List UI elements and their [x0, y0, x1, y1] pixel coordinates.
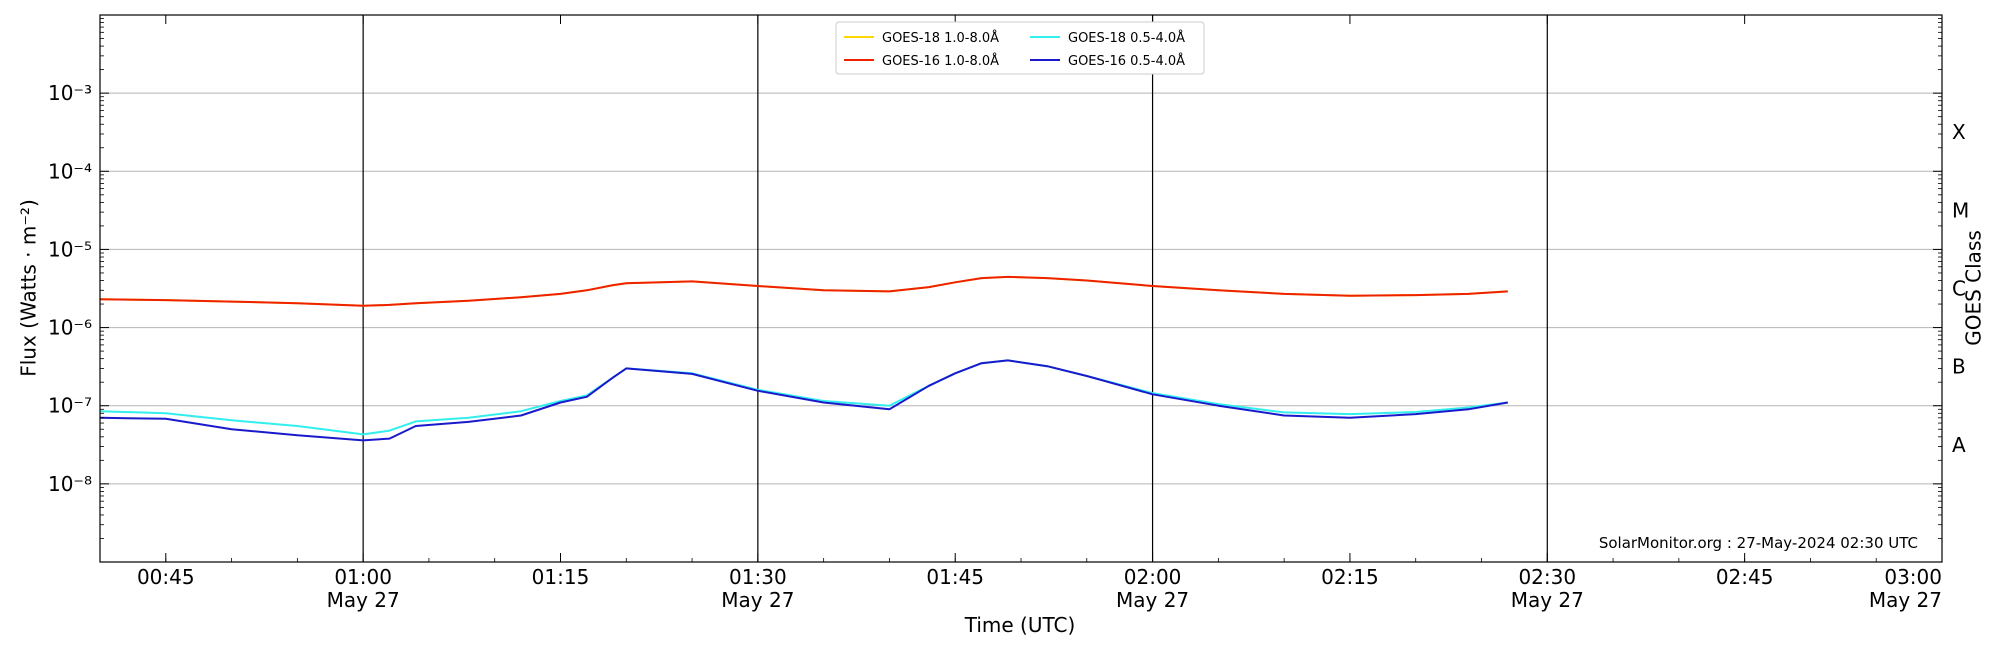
y-tick-label: 10⁻⁷ — [48, 394, 92, 418]
y-tick-label: 10⁻³ — [48, 81, 92, 105]
x-tick-label: 02:15 — [1321, 565, 1379, 589]
legend-label: GOES-18 0.5-4.0Å — [1068, 30, 1185, 46]
goes-class-label: M — [1952, 198, 1969, 222]
y-axis-title: Flux (Watts · m⁻²) — [17, 199, 41, 377]
legend-label: GOES-16 1.0-8.0Å — [882, 53, 999, 69]
x-tick-label: 02:30 — [1518, 565, 1576, 589]
x-tick-label: 01:45 — [926, 565, 984, 589]
goes-class-label: X — [1952, 120, 1966, 144]
series-line-2 — [99, 359, 1508, 436]
series-line-3 — [99, 359, 1508, 442]
flux-series — [99, 275, 1508, 442]
x-tick-label: 02:00 — [1124, 565, 1182, 589]
legend-entries: GOES-18 1.0-8.0Å GOES-18 0.5-4.0Å GOES-16 … — [844, 30, 1185, 69]
goes-class-label: C — [1952, 277, 1966, 301]
legend-box — [835, 21, 1205, 75]
y2-axis-title: GOES Class — [1962, 230, 1986, 346]
goes-class-labels: A B C M X — [1952, 120, 1969, 457]
x-tick-date: May 27 — [721, 588, 794, 612]
x-tick-label: 03:00 — [1884, 565, 1942, 589]
goes-class-label: A — [1952, 433, 1966, 457]
x-tick-label: 00:45 — [137, 565, 195, 589]
goes-class-label: B — [1952, 355, 1966, 379]
plot-background — [100, 15, 1942, 562]
y-tick-label: 10⁻⁸ — [48, 472, 92, 496]
day-marker-lines — [362, 15, 1548, 562]
x-tick-date: May 27 — [1511, 588, 1584, 612]
x-tick-date: May 27 — [327, 588, 400, 612]
x-tick-date: May 27 — [1116, 588, 1189, 612]
y-tick-label: 10⁻⁵ — [48, 237, 92, 261]
legend-label: GOES-16 0.5-4.0Å — [1068, 53, 1185, 69]
legend-label: GOES-18 1.0-8.0Å — [882, 30, 999, 46]
y-tick-label: 10⁻⁴ — [48, 159, 92, 183]
x-tick-label: 01:15 — [532, 565, 590, 589]
horizontal-gridlines — [100, 92, 1942, 485]
x-tick-label: 01:00 — [334, 565, 392, 589]
x-tick-label: 01:30 — [729, 565, 787, 589]
x-axis-title: Time (UTC) — [964, 613, 1076, 637]
y-tick-label: 10⁻⁶ — [48, 316, 92, 340]
footer-credit: SolarMonitor.org : 27-May-2024 02:30 UTC — [1599, 534, 1918, 552]
y-axis-ticks: 10⁻⁸ 10⁻⁷ 10⁻⁶ 10⁻⁵ 10⁻⁴ 10⁻³ — [48, 18, 1942, 539]
legend: GOES-18 1.0-8.0Å GOES-18 0.5-4.0Å GOES-16 … — [835, 21, 1205, 75]
x-tick-label: 02:45 — [1716, 565, 1774, 589]
x-tick-date: May 27 — [1869, 588, 1942, 612]
series-line-1 — [99, 275, 1508, 307]
